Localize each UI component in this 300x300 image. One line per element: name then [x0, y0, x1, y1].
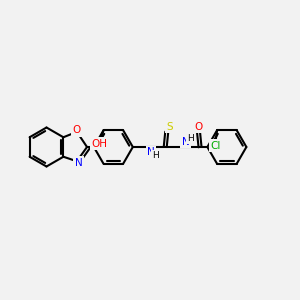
Text: OH: OH — [91, 139, 107, 148]
Text: O: O — [73, 125, 81, 135]
Text: H: H — [188, 134, 194, 142]
Text: O: O — [194, 122, 203, 132]
Text: N: N — [74, 158, 82, 168]
Text: N: N — [182, 137, 190, 147]
Text: N: N — [147, 147, 155, 157]
Text: H: H — [153, 152, 159, 160]
Text: S: S — [167, 122, 173, 132]
Text: Cl: Cl — [210, 141, 221, 151]
